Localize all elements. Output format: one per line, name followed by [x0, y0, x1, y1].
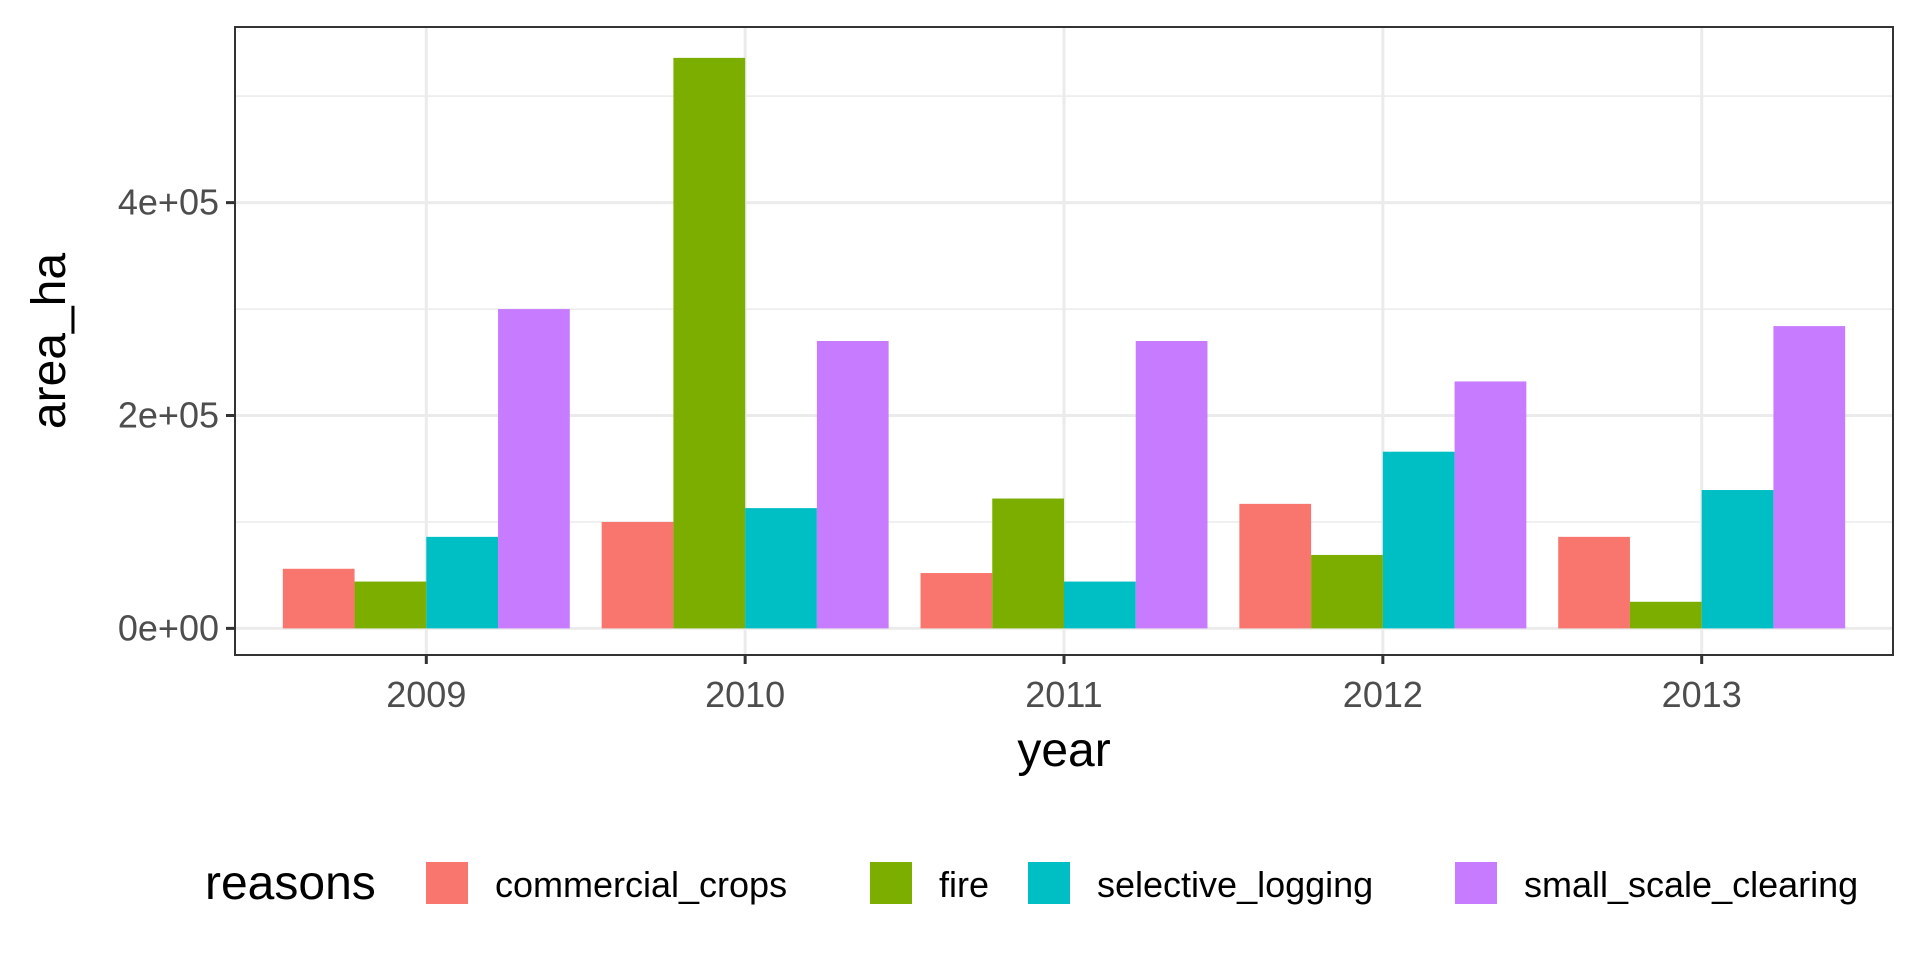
bar-commercial_crops-2010: [601, 521, 674, 629]
bar-commercial_crops-2011: [920, 573, 993, 629]
x-tick-label: 2012: [1343, 674, 1423, 715]
bar-commercial_crops-2009: [282, 568, 355, 629]
x-tick-label: 2010: [705, 674, 785, 715]
legend-title: reasons: [205, 857, 376, 910]
bar-selective_logging-2010: [745, 508, 817, 629]
bars: [282, 57, 1846, 629]
legend-label-small_scale_clearing: small_scale_clearing: [1524, 864, 1858, 905]
bar-fire-2011: [992, 498, 1064, 629]
legend-key-selective_logging: [1028, 862, 1070, 904]
x-axis-title: year: [1017, 724, 1110, 777]
bar-commercial_crops-2012: [1239, 503, 1312, 629]
y-axis-title: area_ha: [23, 253, 76, 429]
bar-selective_logging-2013: [1701, 490, 1774, 629]
x-tick-label: 2009: [386, 674, 466, 715]
y-tick-label: 0e+00: [118, 607, 219, 648]
legend-label-commercial_crops: commercial_crops: [495, 864, 787, 905]
bar-small_scale_clearing-2013: [1773, 326, 1846, 629]
bar-selective_logging-2011: [1064, 581, 1136, 629]
bar-selective_logging-2012: [1382, 451, 1455, 629]
legend: reasons commercial_crops fire selective_lo…: [205, 857, 1858, 910]
x-tick-label: 2013: [1662, 674, 1742, 715]
bar-small_scale_clearing-2009: [498, 309, 570, 629]
legend-key-fire: [870, 862, 912, 904]
y-tick-label: 2e+05: [118, 395, 219, 436]
bar-fire-2013: [1629, 601, 1702, 629]
bar-small_scale_clearing-2012: [1454, 381, 1527, 629]
legend-label-fire: fire: [939, 864, 989, 905]
axes: 0e+00 2e+05 4e+05 2009 2010 2011 2012 2013: [118, 182, 1742, 715]
bar-fire-2009: [354, 581, 427, 629]
y-tick-label: 4e+05: [118, 182, 219, 223]
bar-fire-2012: [1311, 554, 1383, 629]
bar-selective_logging-2009: [426, 536, 499, 629]
legend-key-small_scale_clearing: [1455, 862, 1497, 904]
bar-small_scale_clearing-2011: [1135, 341, 1208, 629]
x-tick-label: 2011: [1025, 674, 1102, 715]
legend-key-commercial_crops: [426, 862, 468, 904]
legend-label-selective_logging: selective_logging: [1097, 864, 1373, 905]
bar-commercial_crops-2013: [1558, 536, 1630, 629]
bar-small_scale_clearing-2010: [816, 341, 889, 629]
bar-fire-2010: [673, 57, 746, 629]
